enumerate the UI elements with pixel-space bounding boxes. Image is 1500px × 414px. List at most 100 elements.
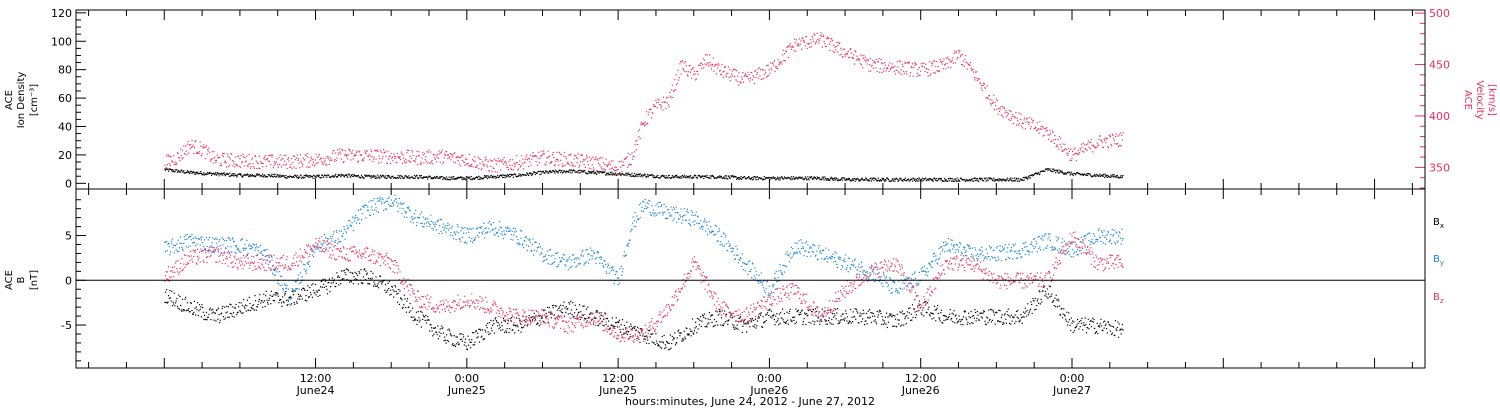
data-point <box>891 315 893 317</box>
data-point <box>329 246 331 249</box>
data-point <box>727 178 729 180</box>
data-point <box>434 158 436 160</box>
data-point <box>398 176 400 178</box>
data-point <box>860 54 862 56</box>
data-point <box>804 313 806 315</box>
data-point <box>376 197 378 200</box>
data-point <box>915 314 917 316</box>
data-point <box>1089 141 1091 143</box>
data-point <box>960 323 962 326</box>
data-point <box>735 176 737 178</box>
data-point <box>543 321 545 323</box>
data-point <box>551 170 554 172</box>
data-point <box>204 314 206 316</box>
data-point <box>754 176 756 178</box>
data-point <box>767 64 769 66</box>
data-point <box>302 157 305 159</box>
data-point <box>828 38 830 40</box>
data-point <box>262 306 264 308</box>
data-point <box>1111 333 1113 335</box>
data-point <box>1055 306 1057 308</box>
data-point <box>749 178 752 180</box>
data-point <box>570 309 572 311</box>
data-point <box>1038 171 1040 174</box>
data-point <box>577 169 579 172</box>
data-point <box>195 245 197 247</box>
data-point <box>184 153 186 155</box>
data-point <box>354 153 356 156</box>
data-point <box>1003 179 1006 181</box>
data-point <box>838 322 840 324</box>
data-point <box>337 175 339 178</box>
data-point <box>361 159 363 161</box>
data-point <box>969 317 972 319</box>
data-point <box>625 327 627 329</box>
data-point <box>923 315 925 317</box>
data-point <box>212 158 214 160</box>
data-point <box>990 308 992 310</box>
data-point <box>715 177 717 179</box>
data-point <box>448 176 450 178</box>
data-point <box>756 320 758 322</box>
data-point <box>514 332 516 334</box>
data-point <box>907 179 909 181</box>
data-point <box>1010 179 1012 181</box>
data-point <box>1079 147 1081 149</box>
data-point <box>389 163 392 165</box>
data-point <box>494 318 496 320</box>
data-point <box>280 299 282 301</box>
data-point <box>354 216 356 218</box>
data-point <box>597 159 599 161</box>
data-point <box>1087 143 1089 145</box>
data-point <box>217 157 219 159</box>
data-point <box>307 261 309 263</box>
data-point <box>375 207 377 209</box>
data-point <box>783 178 785 180</box>
data-point <box>254 249 256 251</box>
data-point <box>179 296 181 298</box>
data-point <box>1121 176 1123 178</box>
data-point <box>397 175 399 177</box>
data-point <box>739 81 741 83</box>
data-point <box>473 332 475 334</box>
data-point <box>507 166 509 169</box>
data-point <box>312 159 314 161</box>
data-point <box>526 159 528 161</box>
data-point <box>227 155 229 157</box>
data-point <box>628 164 630 166</box>
data-point <box>957 180 959 182</box>
data-point <box>633 326 635 328</box>
data-point <box>683 330 685 332</box>
data-point <box>939 70 941 72</box>
data-point <box>542 320 544 322</box>
data-point <box>652 112 654 114</box>
data-point <box>285 299 288 302</box>
data-point <box>379 174 381 176</box>
data-point <box>683 176 685 178</box>
data-point <box>1022 127 1024 129</box>
data-point <box>1056 171 1059 173</box>
data-point <box>419 319 421 321</box>
data-point <box>1037 298 1039 300</box>
data-point <box>618 161 620 163</box>
data-point <box>278 283 280 285</box>
data-point <box>188 144 190 146</box>
data-point <box>746 76 748 78</box>
data-point <box>952 321 954 323</box>
data-point <box>1011 180 1013 182</box>
data-point <box>829 322 831 324</box>
data-point <box>792 176 794 178</box>
data-point <box>231 174 233 176</box>
data-point <box>567 161 569 163</box>
data-point <box>797 177 799 179</box>
data-point <box>1065 320 1067 322</box>
data-point <box>262 166 264 168</box>
data-point <box>1089 173 1091 175</box>
data-point <box>380 281 382 283</box>
data-point <box>933 317 935 319</box>
data-point <box>296 174 298 177</box>
data-point <box>1024 312 1026 314</box>
data-point <box>383 175 385 177</box>
data-point <box>321 280 323 282</box>
data-point <box>697 328 699 330</box>
